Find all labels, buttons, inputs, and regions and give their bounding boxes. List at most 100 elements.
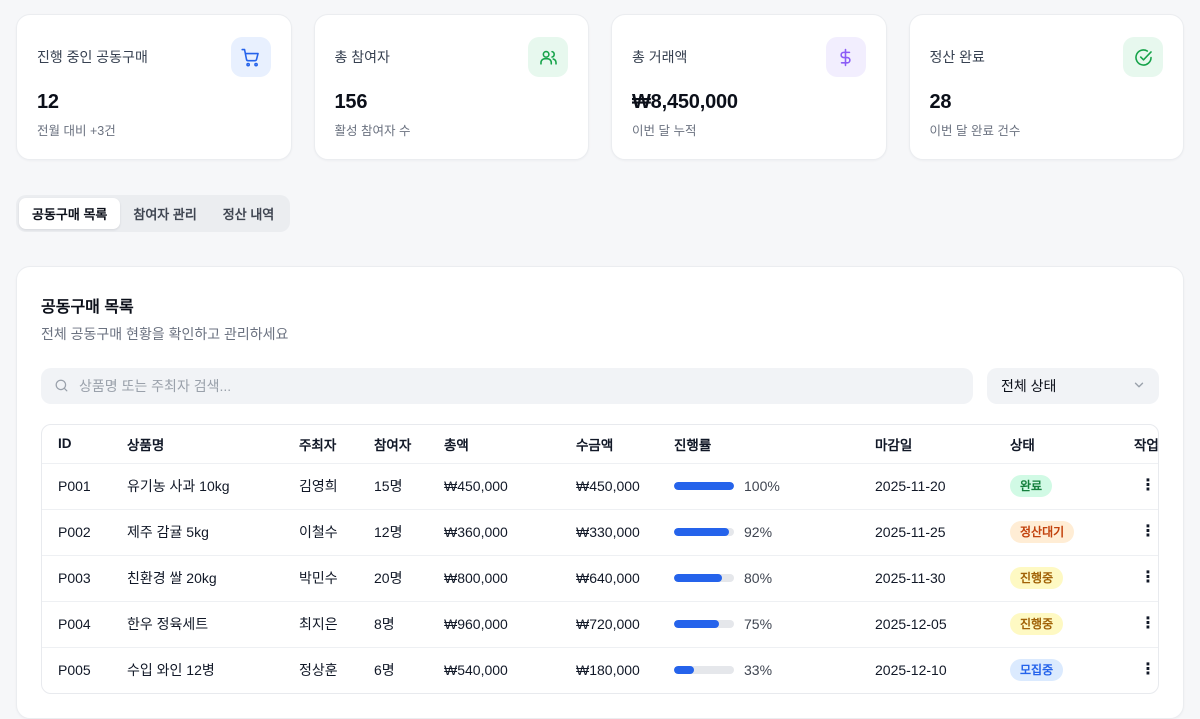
progress-fill (674, 574, 722, 582)
col-header-organizer: 주최자 (283, 425, 358, 464)
col-header-participants: 참여자 (358, 425, 428, 464)
stat-card-total-transactions: 총 거래액 ₩8,450,000 이번 달 누적 (611, 14, 887, 160)
col-header-progress: 진행률 (658, 425, 859, 464)
progress-label: 33% (744, 662, 773, 679)
cell-participants: 20명 (358, 555, 428, 602)
cell-id: P002 (42, 509, 111, 556)
row-actions-kebab-icon[interactable]: ⋮ (1134, 520, 1158, 544)
cell-actions: ⋮ (1118, 509, 1158, 556)
row-actions-kebab-icon[interactable]: ⋮ (1134, 612, 1158, 636)
status-badge: 모집중 (1010, 659, 1064, 682)
cell-deadline: 2025-11-30 (859, 555, 994, 602)
table-row: P001 유기농 사과 10kg 김영희 15명 ₩450,000 ₩450,0… (42, 463, 1158, 510)
cell-actions: ⋮ (1118, 647, 1158, 693)
progress-bar (674, 528, 734, 536)
cell-total: ₩360,000 (428, 509, 560, 556)
stat-subtext: 이번 달 누적 (632, 124, 697, 138)
cell-organizer: 김영희 (283, 463, 358, 510)
cell-product: 한우 정육세트 (111, 601, 283, 648)
cell-collected: ₩720,000 (560, 601, 658, 648)
stat-card-settled: 정산 완료 28 이번 달 완료 건수 (908, 14, 1184, 160)
cell-collected: ₩640,000 (560, 555, 658, 602)
cell-total: ₩450,000 (428, 463, 560, 510)
check-circle-icon (1123, 37, 1163, 77)
search-input[interactable] (41, 368, 973, 404)
row-actions-kebab-icon[interactable]: ⋮ (1134, 566, 1158, 590)
stat-subtext: 활성 참여자 수 (334, 124, 411, 138)
col-header-deadline: 마감일 (859, 425, 994, 464)
table-body: P001 유기농 사과 10kg 김영희 15명 ₩450,000 ₩450,0… (42, 463, 1158, 693)
cell-status: 진행중 (994, 601, 1118, 648)
stat-value: 156 (334, 91, 368, 113)
cell-progress: 92% (658, 509, 859, 556)
stat-subtext: 이번 달 완료 건수 (929, 124, 1021, 138)
cell-collected: ₩180,000 (576, 662, 640, 679)
progress-fill (674, 620, 719, 628)
cell-progress: 100% (658, 463, 859, 510)
cell-progress: 33% (658, 647, 859, 693)
table-row: P004 한우 정육세트 최지은 8명 ₩960,000 ₩720,000 75… (42, 601, 1158, 648)
progress-label: 80% (744, 570, 773, 586)
cell-actions: ⋮ (1118, 601, 1158, 648)
progress-fill (674, 666, 694, 675)
cell-participants: 12명 (358, 509, 428, 556)
cell-status: 완료 (994, 463, 1118, 510)
cell-deadline: 2025-12-10 (875, 662, 947, 679)
row-actions-kebab-icon[interactable]: ⋮ (1134, 474, 1158, 498)
progress-fill (674, 528, 730, 536)
cell-participants: 6명 (374, 662, 395, 679)
cell-status: 정산대기 (994, 509, 1118, 556)
panel-title: 공동구매 목록 (41, 299, 134, 316)
row-actions-kebab-icon[interactable]: ⋮ (1134, 658, 1158, 682)
cell-total: ₩800,000 (428, 555, 560, 602)
cell-product: 유기농 사과 10kg (111, 463, 283, 510)
col-header-status: 상태 (994, 425, 1118, 464)
cell-id: P004 (42, 601, 111, 648)
stat-title: 정산 완료 (929, 49, 985, 65)
stat-title: 총 거래액 (632, 49, 688, 65)
status-badge: 진행중 (1010, 612, 1064, 636)
chevron-down-icon (1132, 378, 1146, 395)
progress-bar (674, 666, 734, 675)
stat-title: 총 참여자 (334, 49, 390, 65)
tab-groupbuy-list[interactable]: 공동구매 목록 (19, 198, 121, 229)
status-filter-value: 전체 상태 (1001, 378, 1057, 394)
progress-label: 100% (744, 478, 780, 494)
cell-status: 모집중 (994, 647, 1118, 693)
tab-participant-management[interactable]: 참여자 관리 (120, 198, 209, 229)
cell-organizer: 이철수 (283, 509, 358, 556)
cell-total: ₩960,000 (428, 601, 560, 648)
cell-id: P003 (42, 555, 111, 602)
progress-bar (674, 482, 734, 490)
stat-subtext: 전월 대비 +3건 (37, 124, 116, 138)
col-header-id: ID (42, 425, 111, 464)
panel-subtitle: 전체 공동구매 현황을 확인하고 관리하세요 (41, 326, 289, 342)
stat-card-total-participants: 총 참여자 156 활성 참여자 수 (313, 14, 589, 160)
filter-controls: 전체 상태 (41, 368, 1159, 404)
cell-collected: ₩450,000 (560, 463, 658, 510)
cell-organizer: 박민수 (283, 555, 358, 602)
progress-fill (674, 482, 734, 490)
stat-value: 12 (37, 91, 59, 113)
cell-deadline: 2025-11-20 (859, 463, 994, 510)
cell-product: 수입 와인 12병 (127, 662, 215, 679)
cart-icon (230, 37, 271, 77)
table-row: P005 수입 와인 12병 정상훈 6명 ₩540,000 ₩180,000 … (42, 647, 1158, 693)
status-filter-select[interactable]: 전체 상태 (987, 368, 1159, 404)
cell-total: ₩540,000 (444, 662, 508, 679)
col-header-total: 총액 (428, 425, 560, 464)
status-badge: 진행중 (1010, 566, 1064, 590)
progress-label: 75% (744, 616, 773, 632)
tab-settlement-history[interactable]: 정산 내역 (210, 198, 287, 229)
progress-bar (674, 574, 734, 582)
stat-value: 28 (929, 91, 952, 113)
dollar-icon (825, 37, 866, 77)
cell-id: P001 (42, 463, 111, 510)
groupbuy-table: ID 상품명 주최자 참여자 총액 수금액 진행률 마감일 상태 작업 P001… (41, 424, 1159, 694)
cell-participants: 15명 (358, 463, 428, 510)
col-header-actions: 작업 (1118, 425, 1158, 464)
cell-actions: ⋮ (1118, 463, 1158, 510)
cell-organizer: 최지은 (283, 601, 358, 648)
cell-id: P005 (58, 662, 91, 679)
